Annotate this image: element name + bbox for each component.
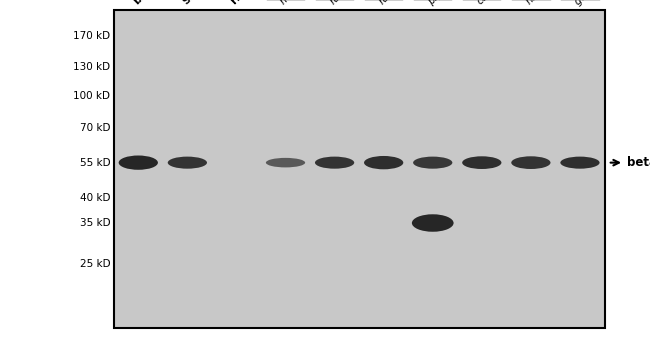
Ellipse shape (560, 156, 599, 169)
Ellipse shape (364, 156, 403, 169)
Text: 100 kD: 100 kD (73, 91, 110, 101)
Text: guinea pig: guinea pig (573, 0, 619, 7)
FancyBboxPatch shape (114, 10, 604, 328)
Ellipse shape (412, 214, 454, 232)
Text: pig: pig (426, 0, 444, 7)
Text: brain: brain (131, 0, 160, 7)
Text: rat: rat (328, 0, 345, 7)
Text: rabbit: rabbit (376, 0, 406, 7)
Text: 70 kD: 70 kD (80, 123, 111, 133)
Text: SHSY5Y: SHSY5Y (180, 0, 220, 7)
Text: 25 kD: 25 kD (80, 259, 111, 269)
Text: 170 kD: 170 kD (73, 30, 110, 41)
Ellipse shape (512, 156, 551, 169)
Ellipse shape (315, 156, 354, 169)
Ellipse shape (413, 156, 452, 169)
Ellipse shape (266, 158, 305, 167)
Ellipse shape (119, 155, 158, 170)
Ellipse shape (168, 156, 207, 169)
Text: 130 kD: 130 kD (73, 62, 110, 72)
Text: mouse: mouse (278, 0, 310, 7)
Ellipse shape (462, 156, 501, 169)
Text: hamster: hamster (524, 0, 562, 7)
Text: HeLa *: HeLa * (229, 0, 264, 7)
Text: 40 kD: 40 kD (80, 193, 111, 202)
Text: 55 kD: 55 kD (80, 158, 111, 168)
Text: beta-3 Tubulin: beta-3 Tubulin (627, 156, 650, 169)
Text: 35 kD: 35 kD (80, 218, 111, 228)
Text: cow: cow (474, 0, 497, 7)
